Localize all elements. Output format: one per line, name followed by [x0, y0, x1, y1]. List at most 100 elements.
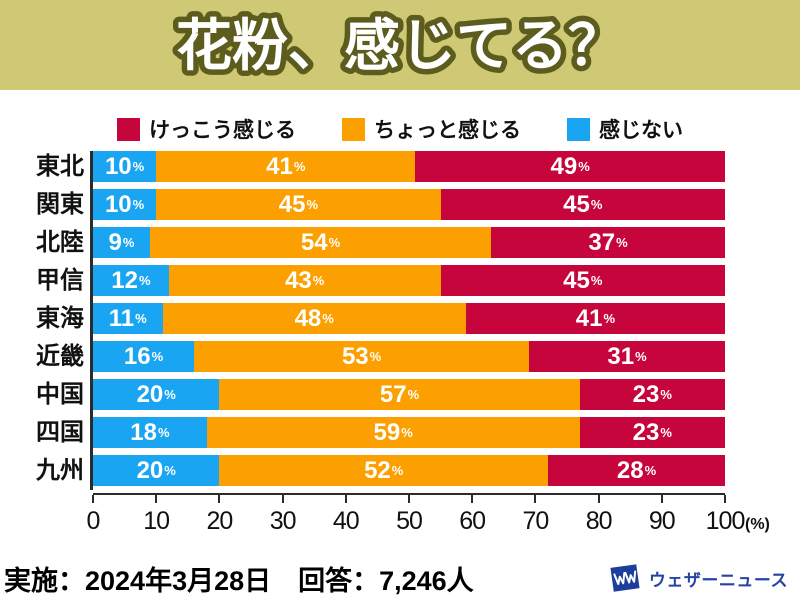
bar-segment: 43% [168, 265, 441, 296]
bar-segment: 49% [415, 151, 725, 182]
bar-value: 59 [373, 418, 401, 446]
axis-tick-label: 0 [86, 507, 101, 535]
axis-tick-label: 80 [585, 507, 613, 535]
region-label: 関東 [36, 191, 84, 218]
bar-row: 北陸 9% 54% 37% [36, 227, 800, 258]
bar-value: 18 [130, 418, 157, 446]
bar-value-unit: % [164, 463, 176, 478]
bar-value: 23 [632, 380, 660, 408]
bar-segment: 57% [219, 379, 580, 410]
bar-segment: 53% [194, 341, 530, 372]
x-axis [92, 493, 726, 504]
bar-value-unit: % [407, 387, 420, 402]
bar-value-unit: % [157, 425, 170, 440]
bar-value: 23 [632, 418, 660, 446]
region-label: 東北 [36, 153, 84, 180]
stacked-bar-chart: 東北 10% 41% 49% 関東 10% 45% 45% 北陸 9% 54% 37% 甲信 12% 43%… [0, 151, 800, 539]
bar-value-unit: % [322, 311, 334, 326]
logo-text: ウェザーニュース [648, 570, 788, 590]
bar-value: 28 [616, 456, 644, 484]
axis-tick-label: 90 [648, 507, 676, 535]
bar-segment: 41% [156, 151, 416, 182]
axis-tick-label: 30 [269, 507, 297, 535]
bar-segment: 28% [548, 455, 725, 486]
bar-track: 18% 59% 23% [93, 417, 725, 448]
axis-tick-label: 100 [705, 507, 746, 535]
bar-value: 10 [104, 152, 132, 180]
bar-row: 東海 11% 48% 41% [36, 303, 800, 334]
axis-tick [724, 495, 726, 503]
page-title: 花粉、感じてる？ [176, 14, 624, 77]
region-label: 甲信 [36, 267, 84, 294]
bar-row: 九州 20% 52% 28% [36, 455, 800, 486]
region-label: 東海 [36, 305, 84, 332]
x-axis-labels: (%) 0 10 20 30 40 50 60 70 80 90 100 [87, 507, 770, 539]
legend-item: 感じない [567, 114, 683, 144]
bar-value: 10 [104, 190, 132, 218]
bar-segment: 45% [156, 189, 441, 220]
bar-value: 11 [108, 304, 135, 332]
bar-value-unit: % [306, 197, 319, 212]
bar-row: 中国 20% 57% 23% [36, 379, 800, 410]
bar-value: 45 [563, 266, 590, 294]
bar-track: 9% 54% 37% [93, 227, 725, 258]
legend-label: けっこう感じる [149, 119, 296, 142]
axis-tick [344, 495, 347, 503]
legend-item: けっこう感じる [117, 114, 296, 144]
bar-value-unit: % [132, 159, 145, 174]
legend-label: 感じない [599, 119, 683, 142]
bar-value: 16 [123, 342, 151, 370]
axis-tick-label: 50 [396, 507, 423, 535]
legend-item: ちょっと感じる [342, 114, 521, 144]
bar-segment: 12% [93, 265, 169, 296]
bar-segment: 20% [93, 455, 220, 486]
bar-value-unit: % [151, 349, 164, 364]
bar-row: 甲信 12% 43% 45% [36, 265, 800, 296]
bar-value: 37 [588, 228, 616, 256]
y-axis-line [90, 151, 93, 490]
bar-segment: 18% [93, 417, 207, 448]
bar-value: 54 [300, 228, 328, 256]
bar-segment: 52% [219, 455, 549, 486]
weathernews-logo: ウェザーニュース [607, 562, 788, 594]
bar-segment: 23% [579, 417, 725, 448]
bar-row: 近畿 16% 53% 31% [36, 341, 800, 372]
bar-segment: 20% [93, 379, 220, 410]
title-graphic: 花粉、感じてる？ [171, 9, 630, 83]
bar-value-unit: % [590, 273, 603, 288]
bar-value-unit: % [660, 425, 672, 440]
bar-track: 10% 41% 49% [93, 151, 725, 182]
region-label: 北陸 [36, 229, 84, 256]
legend-swatch [342, 117, 365, 141]
axis-tick [218, 495, 221, 503]
bar-segment: 45% [440, 189, 725, 220]
axis-tick-label: 60 [459, 507, 486, 535]
axis-tick-label: 40 [332, 507, 360, 535]
bar-value-unit: % [391, 463, 404, 478]
bar-value: 20 [136, 380, 164, 408]
bar-value: 41 [266, 152, 293, 180]
bar-value-unit: % [135, 311, 147, 326]
bar-value: 49 [550, 152, 578, 180]
bar-value-unit: % [328, 235, 341, 250]
axis-tick [155, 495, 158, 503]
footer: 実施：2024年3月28日 回答：7,246人 ウェザーニュース [0, 558, 800, 598]
bar-value-unit: % [635, 349, 647, 364]
legend-swatch [117, 117, 140, 141]
bar-value-unit: % [132, 197, 145, 212]
bar-value-unit: % [369, 349, 382, 364]
axis-tick [92, 495, 94, 503]
bar-row: 東北 10% 41% 49% [36, 151, 800, 182]
axis-tick [471, 495, 474, 503]
axis-tick-label: 10 [143, 507, 170, 535]
axis-tick [408, 495, 410, 503]
legend-label: ちょっと感じる [374, 119, 521, 142]
bar-rows: 東北 10% 41% 49% 関東 10% 45% 45% 北陸 9% 54% 37% 甲信 12% 43%… [36, 151, 800, 486]
chart-legend: けっこう感じる ちょっと感じる 感じない [0, 116, 800, 142]
bar-segment: 31% [529, 341, 725, 372]
header-banner: 花粉、感じてる？ [0, 0, 800, 90]
bar-track: 20% 57% 23% [93, 379, 725, 410]
bar-value-unit: % [164, 387, 176, 402]
bar-segment: 10% [93, 151, 157, 182]
bar-value-unit: % [660, 387, 672, 402]
